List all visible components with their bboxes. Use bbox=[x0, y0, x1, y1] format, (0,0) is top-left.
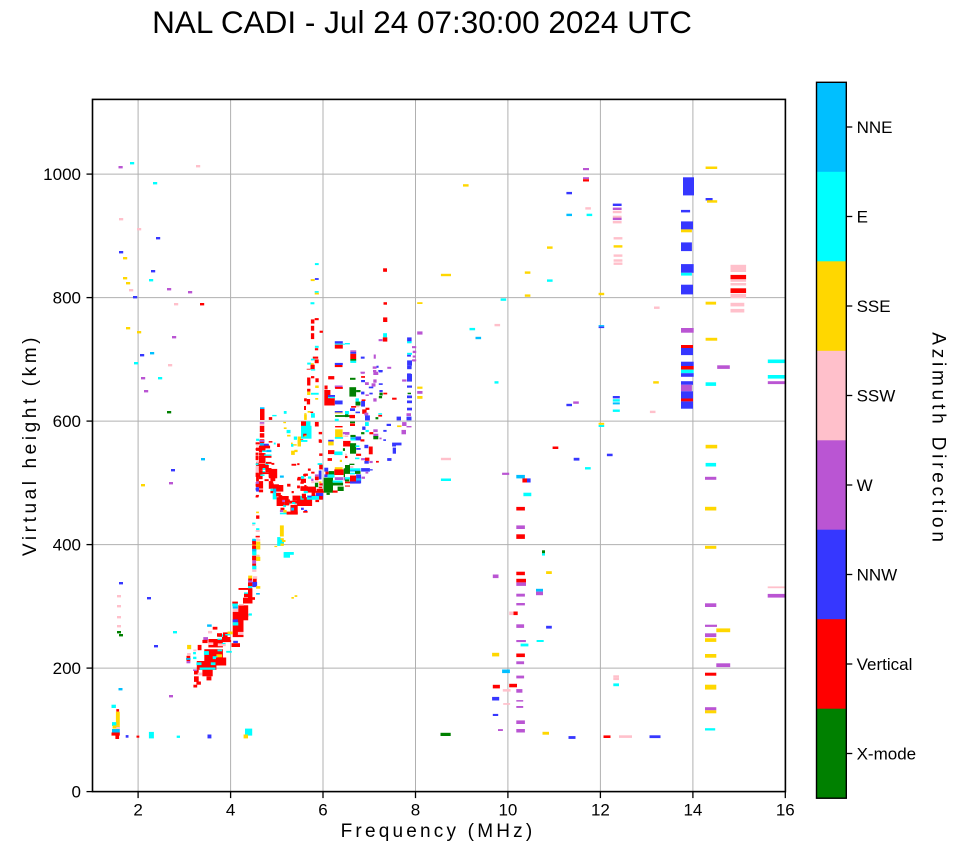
svg-text:X-mode: X-mode bbox=[857, 745, 917, 764]
svg-text:NAL CADI - Jul 24 07:30:00 202: NAL CADI - Jul 24 07:30:00 2024 UTC bbox=[152, 4, 692, 40]
svg-text:4: 4 bbox=[226, 801, 235, 820]
svg-text:16: 16 bbox=[776, 801, 795, 820]
svg-text:Vertical: Vertical bbox=[857, 655, 913, 674]
svg-text:14: 14 bbox=[683, 801, 702, 820]
svg-text:800: 800 bbox=[53, 289, 81, 308]
svg-text:8: 8 bbox=[411, 801, 420, 820]
svg-text:NNE: NNE bbox=[857, 118, 893, 137]
svg-text:Frequency (MHz): Frequency (MHz) bbox=[341, 821, 536, 842]
svg-text:SSE: SSE bbox=[857, 297, 891, 316]
svg-text:E: E bbox=[857, 208, 868, 227]
svg-text:NNW: NNW bbox=[857, 566, 898, 585]
svg-text:400: 400 bbox=[53, 536, 81, 555]
svg-text:Azimuth Direction: Azimuth Direction bbox=[928, 332, 949, 545]
svg-text:Virtual height (km): Virtual height (km) bbox=[20, 334, 41, 556]
svg-text:10: 10 bbox=[498, 801, 517, 820]
svg-text:12: 12 bbox=[591, 801, 610, 820]
svg-text:200: 200 bbox=[53, 659, 81, 678]
svg-text:1000: 1000 bbox=[43, 165, 81, 184]
svg-text:0: 0 bbox=[72, 783, 81, 802]
svg-text:2: 2 bbox=[133, 801, 142, 820]
svg-text:600: 600 bbox=[53, 412, 81, 431]
svg-text:W: W bbox=[857, 476, 873, 495]
svg-text:6: 6 bbox=[318, 801, 327, 820]
svg-text:SSW: SSW bbox=[857, 387, 896, 406]
